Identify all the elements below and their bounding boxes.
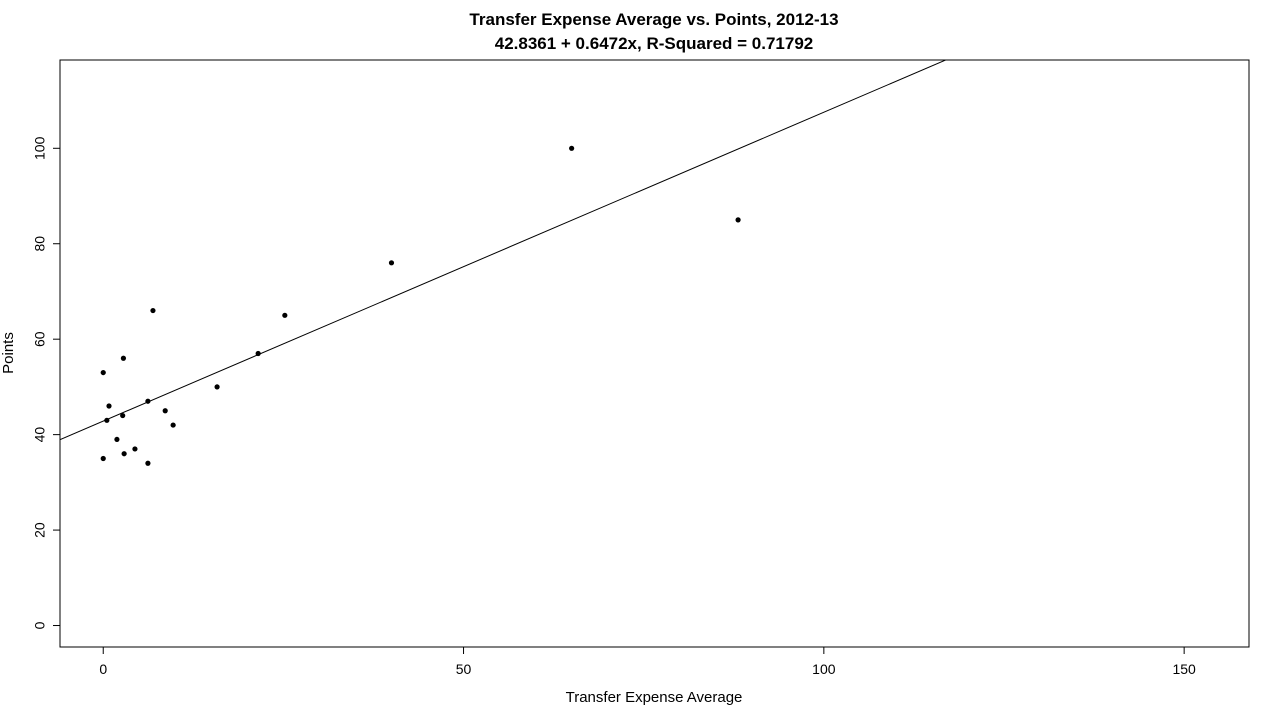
data-point: [100, 455, 106, 462]
plot-content: [60, 60, 947, 466]
chart-subtitle: 42.8361 + 0.6472x, R-Squared = 0.71792: [495, 34, 814, 53]
y-tick-label: 0: [32, 621, 48, 629]
data-point: [255, 350, 261, 357]
data-point: [162, 408, 168, 414]
data-point: [569, 145, 575, 151]
chart-title: Transfer Expense Average vs. Points, 201…: [469, 10, 838, 29]
x-tick-label: 0: [99, 661, 107, 677]
x-tick-label: 100: [812, 661, 836, 677]
data-point: [104, 417, 110, 423]
y-axis-label: Points: [0, 332, 17, 374]
x-tick-label: 150: [1172, 661, 1196, 677]
data-point: [214, 384, 220, 390]
data-point: [388, 260, 395, 266]
data-point: [150, 307, 156, 314]
axis-ticks: 0 50 100 150 0 20 40 60 80 100: [32, 136, 1196, 677]
x-axis-label: Transfer Expense Average: [566, 689, 743, 706]
regression-line: [60, 60, 947, 441]
data-point: [100, 369, 106, 376]
y-tick-label: 60: [32, 331, 48, 347]
y-tick-label: 100: [32, 136, 48, 160]
y-tick-label: 40: [32, 427, 48, 443]
plot-frame: [59, 59, 1250, 648]
x-tick-label: 50: [456, 661, 472, 677]
y-tick-label: 20: [32, 522, 48, 538]
data-point: [106, 403, 112, 409]
data-point: [121, 451, 127, 457]
data-point: [132, 446, 138, 452]
data-point: [114, 436, 120, 443]
data-point: [170, 422, 176, 428]
data-point: [735, 217, 741, 223]
data-point: [145, 460, 151, 466]
data-point: [120, 412, 126, 419]
data-point: [120, 355, 127, 361]
data-point: [282, 312, 288, 318]
data-point: [145, 398, 151, 404]
y-tick-label: 80: [32, 236, 48, 252]
